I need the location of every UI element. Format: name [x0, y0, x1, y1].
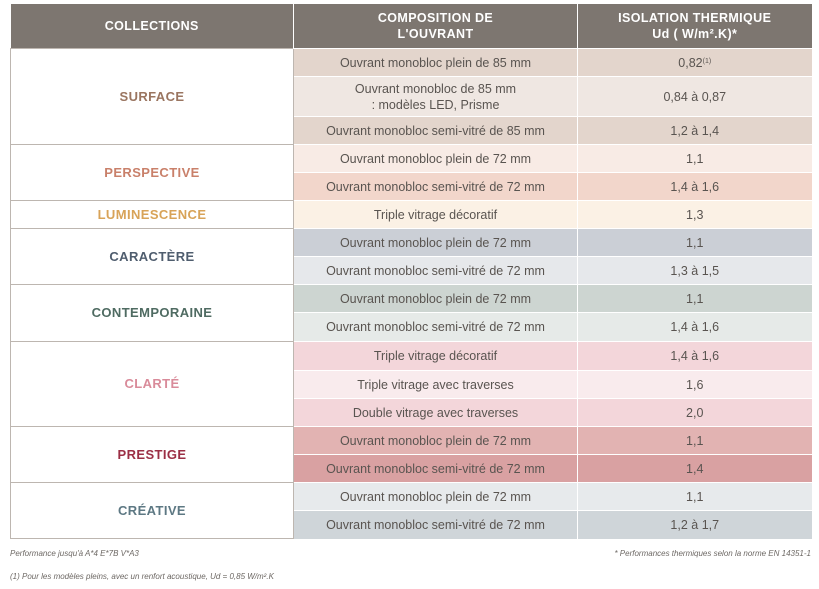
- collection-name: CLARTÉ: [10, 341, 294, 427]
- table-row: CLARTÉ Triple vitrage décoratif 1,4 à 1,6: [10, 341, 812, 427]
- table-row: CONTEMPORAINE Ouvrant monobloc plein de 7…: [10, 284, 812, 342]
- isolation-value: 1,1: [686, 235, 704, 250]
- isolation-cell: 1,3: [577, 200, 812, 229]
- table-row: Ouvrant monobloc semi-vitré de 72 mm 1,2 …: [11, 510, 812, 539]
- isolation-cell: 1,4 à 1,6: [577, 341, 812, 371]
- isolation-value: 1,3: [686, 207, 704, 222]
- isolation-value: 1,4 à 1,6: [670, 179, 720, 194]
- isolation-value: 1,2 à 1,4: [670, 123, 720, 138]
- composition-cell: Ouvrant monobloc plein de 72 mm: [293, 426, 578, 455]
- collection-name: CONTEMPORAINE: [10, 284, 294, 342]
- collection-name: LUMINESCENCE: [10, 200, 294, 229]
- composition-cell: Ouvrant monobloc plein de 72 mm: [293, 284, 578, 313]
- isolation-cell: 1,2 à 1,7: [577, 510, 812, 539]
- composition-cell: Ouvrant monobloc semi-vitré de 72 mm: [293, 312, 578, 342]
- footnote-reference: (1): [702, 58, 712, 65]
- composition-cell: Ouvrant monobloc plein de 72 mm: [293, 228, 578, 257]
- table-row: CRÉATIVE Ouvrant monobloc plein de 72 mm 1…: [10, 482, 812, 539]
- header-composition: COMPOSITION DE L'OUVRANT: [293, 4, 578, 49]
- header-isolation-line1: ISOLATION THERMIQUE: [618, 11, 772, 25]
- header-isolation: ISOLATION THERMIQUE Ud ( W/m².K)*: [577, 4, 812, 49]
- table-row: Triple vitrage avec traverses 1,6: [11, 370, 812, 399]
- isolation-cell: 2,0: [577, 398, 812, 427]
- composition-cell: Ouvrant monobloc plein de 72 mm: [293, 144, 578, 173]
- collection-name: PERSPECTIVE: [10, 144, 294, 201]
- header-composition-line1: COMPOSITION DE: [377, 11, 494, 25]
- collection-name: PRESTIGE: [10, 426, 294, 483]
- composition-cell: Ouvrant monobloc plein de 85 mm: [293, 48, 578, 77]
- isolation-value: 1,4 à 1,6: [670, 320, 720, 334]
- composition-cell: Ouvrant monobloc semi-vitré de 72 mm: [293, 256, 578, 285]
- composition-cell: Triple vitrage décoratif: [293, 341, 578, 371]
- table-row: PRESTIGE Ouvrant monobloc plein de 72 mm 1…: [10, 426, 812, 483]
- table-header-row: COLLECTIONS COMPOSITION DE L'OUVRANT ISO…: [10, 4, 812, 49]
- isolation-value: 1,3 à 1,5: [670, 263, 720, 278]
- collection-name: CRÉATIVE: [10, 482, 294, 539]
- isolation-value: 1,1: [686, 151, 704, 166]
- isolation-value: 2,0: [686, 405, 704, 420]
- isolation-cell: 1,1: [577, 482, 812, 511]
- isolation-cell: 1,1: [577, 144, 812, 173]
- table-row: Double vitrage avec traverses 2,0: [11, 398, 812, 427]
- composition-cell: Ouvrant monobloc semi-vitré de 85 mm: [293, 116, 578, 145]
- header-composition-line2: L'OUVRANT: [397, 27, 474, 41]
- composition-cell: Ouvrant monobloc semi-vitré de 72 mm: [293, 454, 578, 483]
- table-row: Ouvrant monobloc semi-vitré de 72 mm 1,4: [11, 454, 812, 483]
- table-row: Ouvrant monobloc semi-vitré de 72 mm 1,3 …: [11, 256, 812, 285]
- isolation-cell: 1,2 à 1,4: [577, 116, 812, 145]
- isolation-cell: 0,82(1): [577, 48, 812, 77]
- isolation-value: 1,2 à 1,7: [670, 517, 720, 532]
- table-row: Ouvrant monobloc semi-vitré de 72 mm 1,4 …: [11, 312, 812, 342]
- table-row: Ouvrant monobloc de 85 mm : modèles LED,…: [11, 76, 812, 117]
- composition-cell: Ouvrant monobloc de 85 mm : modèles LED,…: [293, 76, 578, 117]
- table-row: PERSPECTIVE Ouvrant monobloc plein de 72 …: [10, 144, 812, 201]
- isolation-cell: 1,4 à 1,6: [577, 312, 812, 342]
- isolation-value: 1,4 à 1,6: [670, 349, 720, 363]
- isolation-cell: 1,6: [577, 370, 812, 399]
- isolation-value: 1,1: [686, 433, 704, 448]
- table-row: Ouvrant monobloc semi-vitré de 72 mm 1,4 …: [11, 172, 812, 201]
- footnote-performance: Performance jusqu'à A*4 E*7B V*A3: [10, 549, 139, 558]
- composition-cell: Double vitrage avec traverses: [293, 398, 578, 427]
- composition-cell: Triple vitrage décoratif: [293, 200, 578, 229]
- header-isolation-line2: Ud ( W/m².K)*: [652, 27, 738, 41]
- isolation-cell: 1,4: [577, 454, 812, 483]
- composition-cell: Triple vitrage avec traverses: [293, 370, 578, 399]
- performance-table: COLLECTIONS COMPOSITION DE L'OUVRANT ISO…: [10, 4, 812, 539]
- isolation-value: 0,84 à 0,87: [663, 89, 727, 104]
- table-row: Ouvrant monobloc semi-vitré de 85 mm 1,2 …: [11, 116, 812, 145]
- isolation-cell: 0,84 à 0,87: [577, 76, 812, 117]
- collection-name: SURFACE: [10, 48, 294, 145]
- table-body: SURFACE Ouvrant monobloc plein de 85 mm 0,…: [10, 48, 812, 539]
- isolation-value: 1,4: [686, 461, 704, 476]
- composition-cell: Ouvrant monobloc plein de 72 mm: [293, 482, 578, 511]
- table-row: SURFACE Ouvrant monobloc plein de 85 mm 0,…: [10, 48, 812, 145]
- isolation-cell: 1,3 à 1,5: [577, 256, 812, 285]
- composition-cell: Ouvrant monobloc semi-vitré de 72 mm: [293, 172, 578, 201]
- collection-name: CARACTÈRE: [10, 228, 294, 285]
- isolation-value: 1,1: [686, 489, 704, 504]
- isolation-cell: 1,1: [577, 284, 812, 313]
- isolation-cell: 1,1: [577, 228, 812, 257]
- isolation-value: 0,82: [678, 56, 703, 70]
- composition-cell: Ouvrant monobloc semi-vitré de 72 mm: [293, 510, 578, 539]
- footnote-thermal: * Performances thermiques selon la norme…: [614, 549, 811, 558]
- table-row: LUMINESCENCE Triple vitrage décoratif 1,3: [10, 200, 812, 229]
- header-collections: COLLECTIONS: [10, 4, 294, 49]
- isolation-value: 1,6: [686, 377, 704, 392]
- table-row: CARACTÈRE Ouvrant monobloc plein de 72 mm…: [10, 228, 812, 285]
- isolation-value: 1,1: [686, 291, 704, 306]
- isolation-cell: 1,1: [577, 426, 812, 455]
- isolation-cell: 1,4 à 1,6: [577, 172, 812, 201]
- footnote-1: (1) Pour les modèles pleins, avec un ren…: [10, 572, 274, 581]
